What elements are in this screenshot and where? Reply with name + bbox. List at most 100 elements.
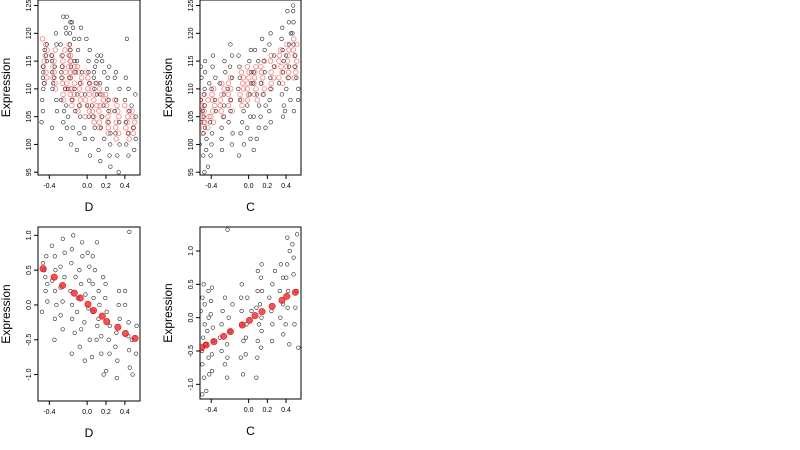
fitted-point — [41, 80, 48, 87]
plot-frame — [37, 0, 141, 176]
fitted-point — [78, 75, 85, 81]
observed-point — [254, 136, 259, 141]
observed-point — [62, 275, 67, 280]
y-tick-label: 0.0 — [188, 313, 195, 323]
fitted-point — [260, 75, 266, 81]
observed-point — [99, 53, 104, 58]
fitted-point — [51, 69, 57, 75]
observed-point — [49, 59, 55, 64]
fitted-point — [50, 273, 58, 281]
observed-point — [117, 316, 122, 321]
y-tick-label: -1.0 — [26, 368, 33, 380]
observed-point — [219, 322, 224, 327]
fitted-point — [76, 86, 83, 92]
fitted-point — [244, 86, 250, 92]
observed-point — [89, 355, 94, 360]
observed-point — [256, 103, 262, 108]
observed-point — [294, 75, 299, 80]
fitted-point — [253, 86, 259, 92]
x-tick-label: 0.2 — [101, 183, 111, 190]
fitted-point — [260, 91, 266, 98]
observed-point — [200, 97, 203, 103]
observed-point — [102, 136, 107, 141]
observed-point — [69, 302, 75, 308]
fitted-point — [44, 75, 50, 81]
fitted-point — [240, 86, 247, 92]
fitted-point — [271, 63, 278, 70]
observed-point — [79, 281, 84, 287]
observed-point — [82, 125, 87, 130]
fitted-point — [291, 75, 297, 81]
observed-point — [248, 136, 253, 141]
observed-point — [200, 392, 205, 397]
observed-point — [113, 70, 119, 75]
observed-point — [284, 86, 289, 91]
observed-point — [78, 25, 84, 30]
fitted-point — [209, 97, 216, 103]
observed-point — [237, 75, 242, 80]
fitted-point — [245, 80, 251, 87]
fitted-point — [291, 36, 297, 42]
observed-point — [279, 36, 284, 41]
observed-point — [269, 338, 275, 344]
x-axis-title: D — [85, 426, 94, 440]
observed-point — [251, 147, 256, 153]
fitted-point — [253, 63, 259, 70]
fitted-point — [258, 63, 264, 70]
y-tick-label: 115 — [188, 55, 195, 66]
x-tick-label: 0.0 — [82, 183, 92, 190]
observed-point — [107, 153, 112, 158]
fitted-point — [261, 86, 268, 92]
observed-point — [291, 3, 296, 8]
observed-point — [77, 36, 82, 41]
observed-point — [204, 388, 209, 394]
fitted-point — [202, 341, 210, 349]
observed-point — [202, 375, 207, 380]
observed-point — [291, 42, 296, 47]
fitted-point — [62, 69, 69, 75]
observed-point — [53, 268, 58, 273]
y-tick-label: 115 — [26, 55, 33, 66]
observed-point — [288, 31, 293, 36]
observed-point — [240, 372, 246, 377]
chart-panel-3: -0.4 0.0 0.2 0.4 -1.0 -0.5 0.0 0.5 1.0 D Expressio… — [0, 226, 141, 440]
fitted-point — [66, 41, 72, 48]
fitted-point — [60, 58, 66, 64]
fitted-point — [68, 58, 74, 64]
observed-point — [259, 328, 264, 334]
observed-point — [228, 42, 233, 47]
observed-point — [40, 109, 46, 114]
fitted-point — [113, 125, 119, 131]
fitted-point — [105, 125, 112, 131]
plot-marks — [200, 3, 301, 175]
fitted-point — [97, 102, 103, 109]
fitted-point — [130, 130, 136, 137]
observed-point — [87, 264, 92, 269]
observed-point — [239, 308, 244, 314]
fitted-point — [286, 69, 292, 75]
x-tick-label: 0.4 — [281, 183, 291, 190]
fitted-point — [67, 91, 73, 98]
observed-point — [210, 325, 215, 330]
fitted-point — [251, 80, 257, 87]
fitted-point — [39, 265, 47, 273]
observed-point — [208, 312, 213, 317]
plot-marks — [39, 14, 138, 175]
y-tick-label: 1.0 — [188, 246, 195, 256]
fitted-point — [258, 80, 265, 87]
fitted-point — [83, 69, 90, 75]
observed-point — [287, 342, 292, 347]
observed-point — [209, 131, 215, 136]
x-tick-label: 0.4 — [120, 183, 130, 190]
observed-point — [96, 147, 101, 153]
fitted-point — [125, 108, 132, 114]
observed-point — [286, 20, 291, 25]
y-tick-label: 110 — [188, 83, 195, 94]
observed-point — [70, 316, 75, 321]
observed-point — [213, 75, 218, 80]
observed-point — [52, 254, 57, 259]
fitted-point — [290, 47, 297, 53]
fitted-point — [69, 86, 75, 92]
observed-point — [271, 53, 277, 58]
